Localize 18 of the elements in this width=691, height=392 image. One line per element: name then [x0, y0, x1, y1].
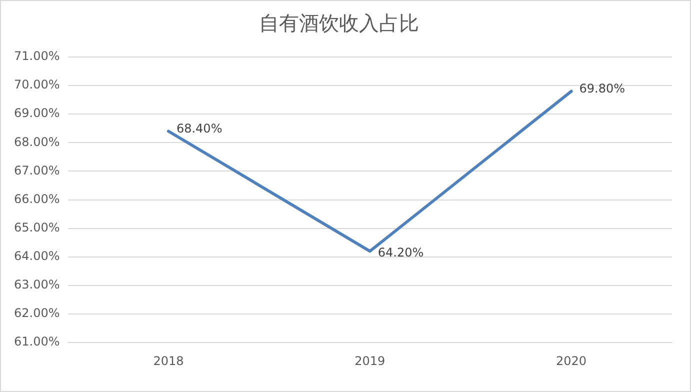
x-tick-label: 2020 [556, 354, 587, 368]
y-tick-label: 67.00% [14, 163, 60, 178]
x-tick-label: 2018 [153, 354, 184, 368]
y-tick-label: 64.00% [14, 249, 60, 264]
y-tick-label: 70.00% [14, 78, 60, 92]
y-tick-label: 68.00% [14, 134, 60, 149]
y-tick-label: 69.00% [14, 106, 60, 120]
x-tick-label: 2019 [354, 354, 386, 368]
data-label: 68.40% [176, 121, 222, 136]
y-tick-label: 65.00% [14, 220, 60, 234]
data-label: 64.20% [378, 245, 424, 260]
y-tick-label: 71.00% [14, 49, 60, 64]
data-label: 69.80% [579, 81, 626, 96]
y-tick-label: 62.00% [14, 306, 60, 320]
chart-title: 自有酒饮收入占比 [259, 11, 419, 36]
y-tick-label: 61.00% [14, 334, 60, 349]
y-tick-label: 66.00% [14, 192, 60, 206]
y-tick-label: 63.00% [14, 278, 60, 292]
